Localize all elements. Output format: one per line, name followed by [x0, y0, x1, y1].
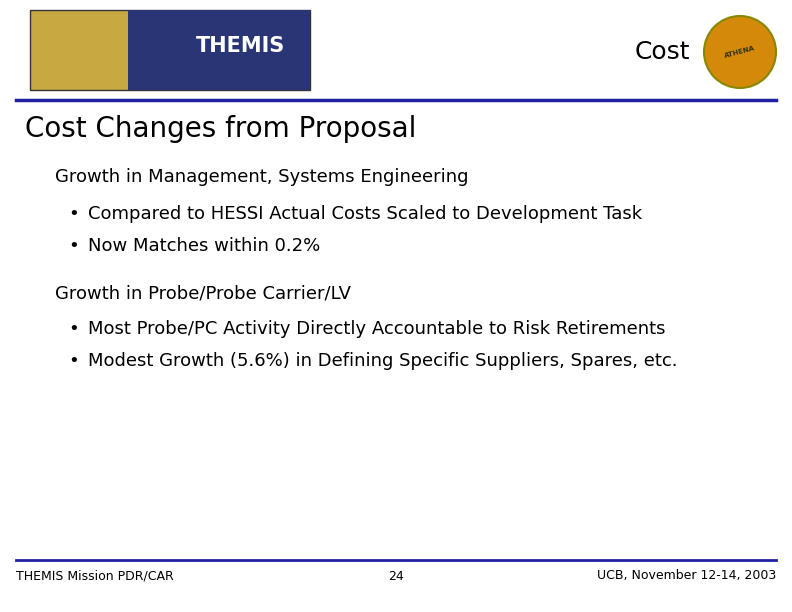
Text: THEMIS Mission PDR/CAR: THEMIS Mission PDR/CAR [16, 570, 173, 583]
Text: Modest Growth (5.6%) in Defining Specific Suppliers, Spares, etc.: Modest Growth (5.6%) in Defining Specifi… [88, 352, 677, 370]
FancyBboxPatch shape [30, 10, 310, 90]
Text: Most Probe/PC Activity Directly Accountable to Risk Retirements: Most Probe/PC Activity Directly Accounta… [88, 320, 665, 338]
Text: THEMIS: THEMIS [196, 36, 284, 56]
Text: Cost Changes from Proposal: Cost Changes from Proposal [25, 115, 417, 143]
Text: Growth in Management, Systems Engineering: Growth in Management, Systems Engineerin… [55, 168, 469, 186]
Text: Compared to HESSI Actual Costs Scaled to Development Task: Compared to HESSI Actual Costs Scaled to… [88, 205, 642, 223]
Text: ATHENA: ATHENA [724, 45, 756, 59]
Text: 24: 24 [388, 570, 404, 583]
FancyBboxPatch shape [128, 10, 310, 90]
Circle shape [704, 16, 776, 88]
Text: •: • [68, 352, 78, 370]
Text: •: • [68, 205, 78, 223]
Text: •: • [68, 320, 78, 338]
Text: •: • [68, 237, 78, 255]
Text: UCB, November 12-14, 2003: UCB, November 12-14, 2003 [596, 570, 776, 583]
Text: Now Matches within 0.2%: Now Matches within 0.2% [88, 237, 320, 255]
Text: Cost: Cost [635, 40, 691, 64]
Text: Growth in Probe/Probe Carrier/LV: Growth in Probe/Probe Carrier/LV [55, 284, 351, 302]
